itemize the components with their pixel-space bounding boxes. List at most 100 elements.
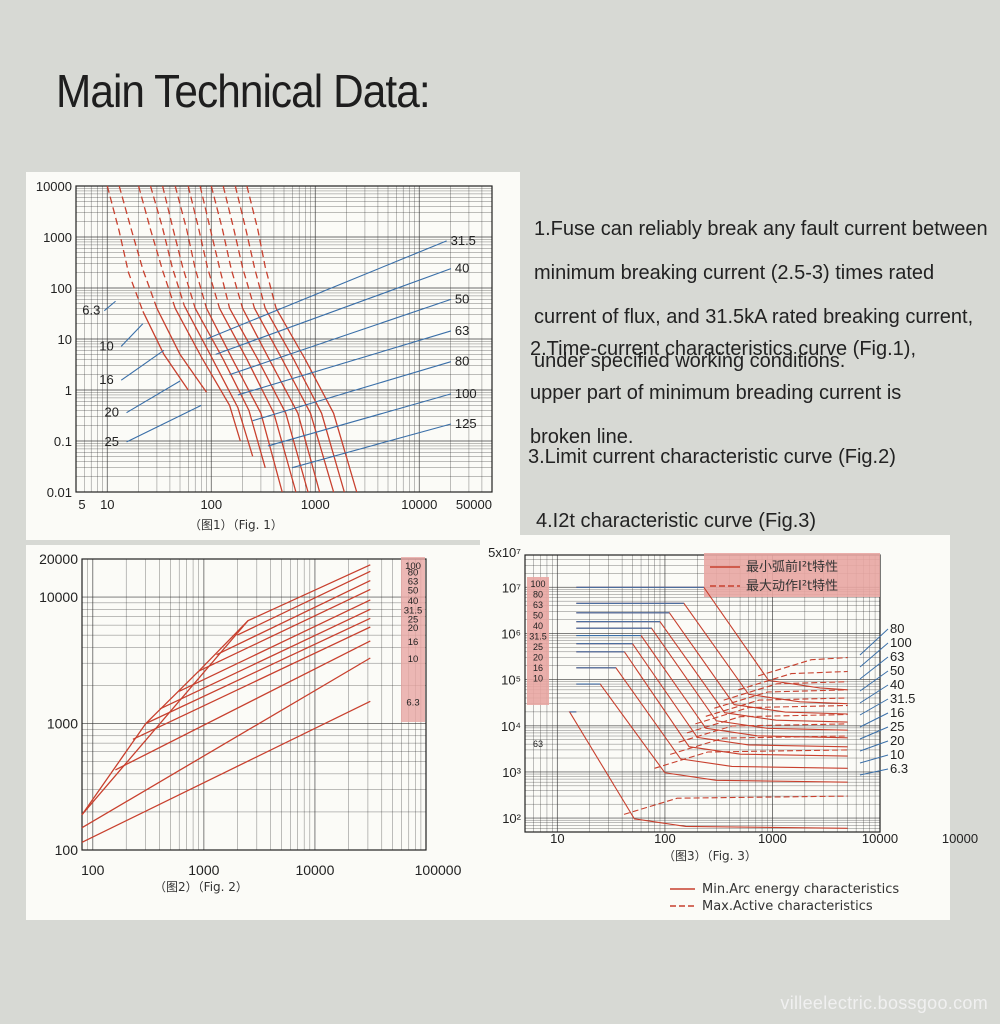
fig1-leader-20 <box>126 380 181 414</box>
fig3-dashed-25 <box>686 713 848 734</box>
fig2-curve-40 <box>178 599 371 692</box>
fig1-label-63: 63 <box>455 323 469 338</box>
fig2-curve-16 <box>115 640 371 771</box>
fig1-label-25: 25 <box>105 434 119 449</box>
fig2-curve-63 <box>216 580 371 656</box>
fig2-label-63: 63 <box>408 577 419 588</box>
fig3-dashed-16 <box>670 735 848 755</box>
fig1-frame <box>75 185 493 493</box>
fig3-dashed-100 <box>757 657 848 677</box>
fig1-curve-31.5-dashed <box>174 185 208 309</box>
fig3-legend-bottom-1: Min.Arc energy characteristics <box>702 882 899 897</box>
fig2-curve-10 <box>81 657 371 829</box>
fig1-curve-100-dashed <box>234 185 266 309</box>
fig2-frame <box>81 558 427 851</box>
fig2-curve-80 <box>237 570 371 636</box>
fig3-dashed-63 <box>723 681 848 701</box>
fig1-y-tick: 100 <box>50 281 72 296</box>
fig3-right-label-16-6: 16 <box>890 705 904 720</box>
fig3-right-leader-5 <box>859 698 889 716</box>
fig3-left-label-0: 100 <box>530 579 545 589</box>
fig3-y-tick: 10⁶ <box>501 626 521 641</box>
fig1-leader-125 <box>292 423 452 469</box>
fig1-curve-50-dashed <box>199 185 231 309</box>
fig1-x-tick: 5 <box>78 497 85 512</box>
fig3-right-leader-4 <box>859 684 889 704</box>
fig1-y-tick: 0.1 <box>54 434 72 449</box>
fig3-caption: （图3）（Fig. 3） <box>663 849 757 863</box>
fig1-caption: （图1）（Fig. 1） <box>189 518 283 532</box>
fig1-y-tick: 0.01 <box>47 485 72 500</box>
fig1-curve-6.3-dashed <box>106 185 144 312</box>
fig1-label-40: 40 <box>455 261 469 276</box>
fig1-panel: 10000 1000 100 10 1 0.1 0.01 5 10 100 1000 10000 500… <box>26 172 520 540</box>
fig2-curve-20 <box>132 626 371 740</box>
note-1-line-2: minimum breaking current (2.5-3) times r… <box>534 262 935 284</box>
fig1-label-6.3: 6.3 <box>82 303 100 318</box>
fig3-right-label-63-2: 63 <box>890 649 904 664</box>
fig1-x-tick: 10 <box>100 497 114 512</box>
fig3-panel: 5x10⁷ 10⁷ 10⁶ 10⁵ 10⁴ 10³ 10² 10 100 1000 10000 100… <box>480 535 978 920</box>
fig3-y-tick: 5x10⁷ <box>488 545 521 560</box>
watermark: villeelectric.bossgoo.com <box>780 993 988 1013</box>
fig3-y-tick: 10⁴ <box>501 719 521 734</box>
fig2-label-6.3: 6.3 <box>406 697 419 708</box>
note-4: 4.I2t characteristic curve (Fig.3) <box>536 488 816 554</box>
fig3-right-leader-7 <box>859 726 889 740</box>
fig1-x-tick: 10000 <box>401 497 437 512</box>
fig3-right-label-50-3: 50 <box>890 663 904 678</box>
fig3-right-leader-10 <box>859 768 889 776</box>
fig2-panel: 20000 10000 1000 100 100 1000 10000 100000 100 80… <box>26 545 496 920</box>
fig3-right-label-100-1: 100 <box>890 635 912 650</box>
fig1-x-tick: 100 <box>200 497 222 512</box>
note-2: 2.Time-current characteristics curve (Fi… <box>530 316 916 470</box>
note-1: 1.Fuse can reliably break any fault curr… <box>534 196 988 394</box>
note-2-line-1: 2.Time-current characteristics curve (Fi… <box>530 338 917 360</box>
fig3-legend-top-2: 最大动作I²t特性 <box>746 579 838 594</box>
note-1-line-3: current of flux, and 31.5kA rated breaki… <box>534 306 974 328</box>
fig1-leader-40 <box>215 268 452 355</box>
fig3-x-tick: 10000 <box>942 831 978 846</box>
fig1-leader-6.3 <box>103 300 116 312</box>
fig1-label-50: 50 <box>455 291 469 306</box>
fig2-label-100: 100 <box>405 561 421 572</box>
fig2-x-tick: 100 <box>81 862 105 878</box>
fig1-label-80: 80 <box>455 354 469 369</box>
fig3-dashed-10 <box>654 749 848 769</box>
note-1-line-1: 1.Fuse can reliably break any fault curr… <box>534 218 988 240</box>
fig1-curve-125-dashed <box>246 185 277 309</box>
note-4-line-1: 4.I2t characteristic curve (Fig.3) <box>536 510 817 532</box>
fig3-right-leader-8 <box>859 740 889 752</box>
fig2-y-tick: 10000 <box>39 589 78 605</box>
fig3-left-label-2: 63 <box>533 600 543 610</box>
fig1-leader-31.5 <box>206 240 447 340</box>
fig1-leader-25 <box>126 404 202 443</box>
fig1-y-tick: 1000 <box>43 230 72 245</box>
fig2-y-tick: 1000 <box>47 716 78 732</box>
fig1-y-tick: 1 <box>65 383 72 398</box>
fig3-left-label-band <box>527 577 549 705</box>
fig3-chart: 5x10⁷ 10⁷ 10⁶ 10⁵ 10⁴ 10³ 10² 10 100 1000 10000 100… <box>488 545 978 914</box>
fig3-right-leader-1 <box>859 642 889 668</box>
fig3-x-tick: 100 <box>654 831 676 846</box>
fig1-leader-16 <box>120 349 165 381</box>
fig1-curve-10-dashed <box>118 185 158 309</box>
fig2-caption: （图2）（Fig. 2） <box>154 880 248 894</box>
fig3-left-label-9: 10 <box>533 674 543 684</box>
fig1-curve-20 <box>183 305 254 457</box>
fig3-right-label-6.3-10: 6.3 <box>890 761 908 776</box>
fig2-x-tick: 1000 <box>188 862 219 878</box>
fig3-frame <box>524 554 881 833</box>
fig2-curve-31.5 <box>159 608 371 710</box>
fig3-y-tick: 10⁷ <box>502 580 521 595</box>
fig2-y-tick: 100 <box>55 842 79 858</box>
fig3-right-label-31.5-5: 31.5 <box>890 691 915 706</box>
fig3-dashed-50 <box>714 689 848 709</box>
fig2-label-31.5: 31.5 <box>404 605 423 616</box>
note-1-line-4: under specified working conditions. <box>534 350 846 372</box>
fig1-curve-16 <box>174 307 241 442</box>
fig3-y-tick: 10⁵ <box>501 673 521 688</box>
fig1-curve-40 <box>218 307 297 493</box>
fig3-right-label-40-4: 40 <box>890 677 904 692</box>
